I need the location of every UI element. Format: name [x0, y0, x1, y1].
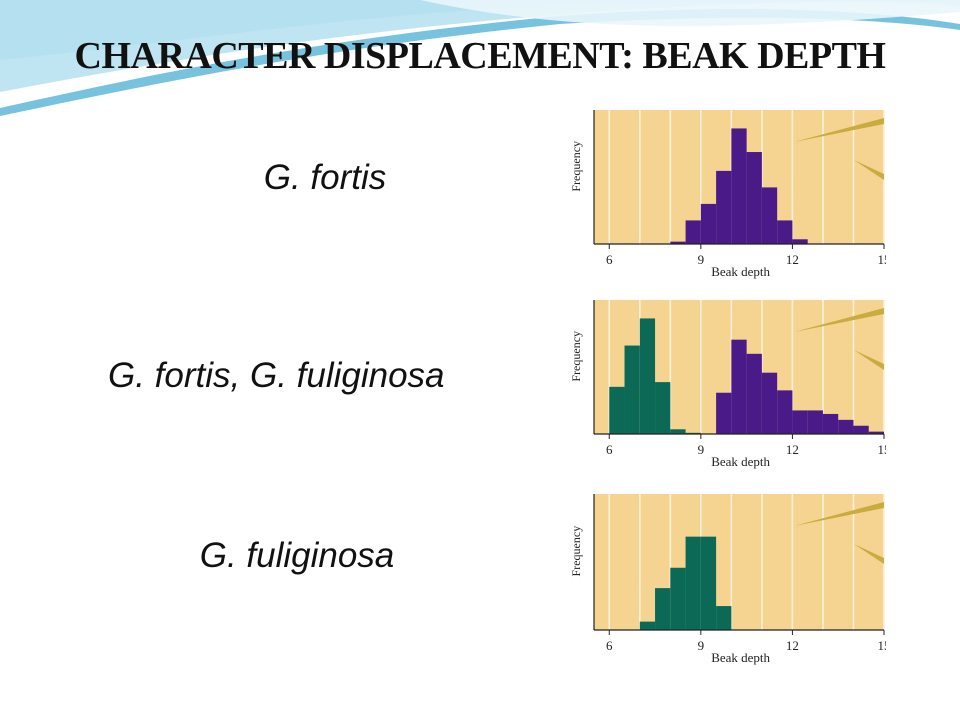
histogram-bar — [670, 429, 686, 434]
histogram-bar — [807, 410, 823, 434]
x-tick-label: 9 — [698, 638, 705, 653]
x-axis-label: Beak depth — [711, 454, 770, 469]
x-tick-label: 6 — [606, 442, 613, 457]
beak-depth-histograms: 6 9 12 15 Beak depth Frequency 6 9 12 15 Beak dept… — [569, 110, 886, 665]
histogram-bar — [685, 220, 701, 244]
histogram-bar — [716, 606, 732, 630]
histogram-bar — [731, 339, 747, 434]
histogram-bar — [639, 621, 656, 630]
histogram-bar — [761, 372, 778, 434]
histogram-bar — [761, 187, 778, 244]
histogram-panel-1: 6 9 12 15 Beak depth Frequency — [569, 110, 886, 279]
x-tick-label: 12 — [786, 252, 799, 267]
histogram-bar — [777, 220, 793, 244]
histogram-bar — [792, 239, 808, 244]
x-axis-label: Beak depth — [711, 650, 770, 665]
x-tick-label: 6 — [606, 252, 613, 267]
x-tick-label: 15 — [878, 442, 887, 457]
histogram-bar — [700, 203, 717, 244]
x-tick-label: 12 — [786, 638, 799, 653]
slide-title: CHARACTER DISPLACEMENT: BEAK DEPTH — [74, 35, 886, 77]
histogram-bar — [716, 170, 732, 244]
histogram-bar — [746, 152, 762, 244]
quill-decoration — [794, 118, 884, 142]
x-axis-label: Beak depth — [711, 264, 770, 279]
histogram-bar — [639, 318, 656, 434]
histogram-bar — [731, 128, 747, 244]
x-tick-label: 9 — [698, 252, 705, 267]
quill-decoration — [854, 160, 884, 180]
x-tick-label: 6 — [606, 638, 613, 653]
species-label-fuliginosa: G. fuliginosa — [199, 536, 395, 575]
histogram-panel-2: 6 9 12 15 Beak depth Frequency — [569, 300, 886, 469]
histogram-bar — [670, 241, 686, 244]
histogram-bar — [853, 425, 869, 434]
histogram-bar — [685, 536, 701, 630]
x-tick-label: 12 — [786, 442, 799, 457]
quill-decoration — [854, 350, 884, 370]
y-axis-label: Frequency — [569, 141, 583, 192]
species-label-fortis-fuliginosa: G. fortis, G. fuliginosa — [108, 356, 445, 395]
histogram-bar — [868, 431, 884, 434]
histogram-bar — [624, 345, 640, 434]
histogram-panel-3: 6 9 12 15 Beak depth Frequency — [569, 494, 886, 665]
histogram-bar — [792, 410, 808, 434]
histogram-bar — [655, 382, 671, 434]
header-wave-decoration — [0, 0, 960, 116]
y-axis-label: Frequency — [569, 331, 583, 382]
x-tick-label: 15 — [878, 252, 887, 267]
x-tick-label: 9 — [698, 442, 705, 457]
quill-decoration — [794, 308, 884, 332]
x-tick-label: 15 — [878, 638, 887, 653]
histogram-bar — [609, 386, 625, 434]
y-axis-label: Frequency — [569, 526, 583, 577]
histogram-bar — [838, 419, 854, 434]
histogram-bar — [670, 567, 686, 630]
histogram-bar — [716, 392, 732, 434]
histogram-bar — [700, 536, 717, 630]
histogram-bar — [655, 588, 671, 630]
histogram-bar — [746, 353, 762, 434]
histogram-bar — [822, 413, 839, 434]
histogram-bar — [777, 390, 793, 434]
quill-decoration — [794, 502, 884, 526]
quill-decoration — [854, 544, 884, 564]
species-label-fortis: G. fortis — [263, 158, 387, 197]
